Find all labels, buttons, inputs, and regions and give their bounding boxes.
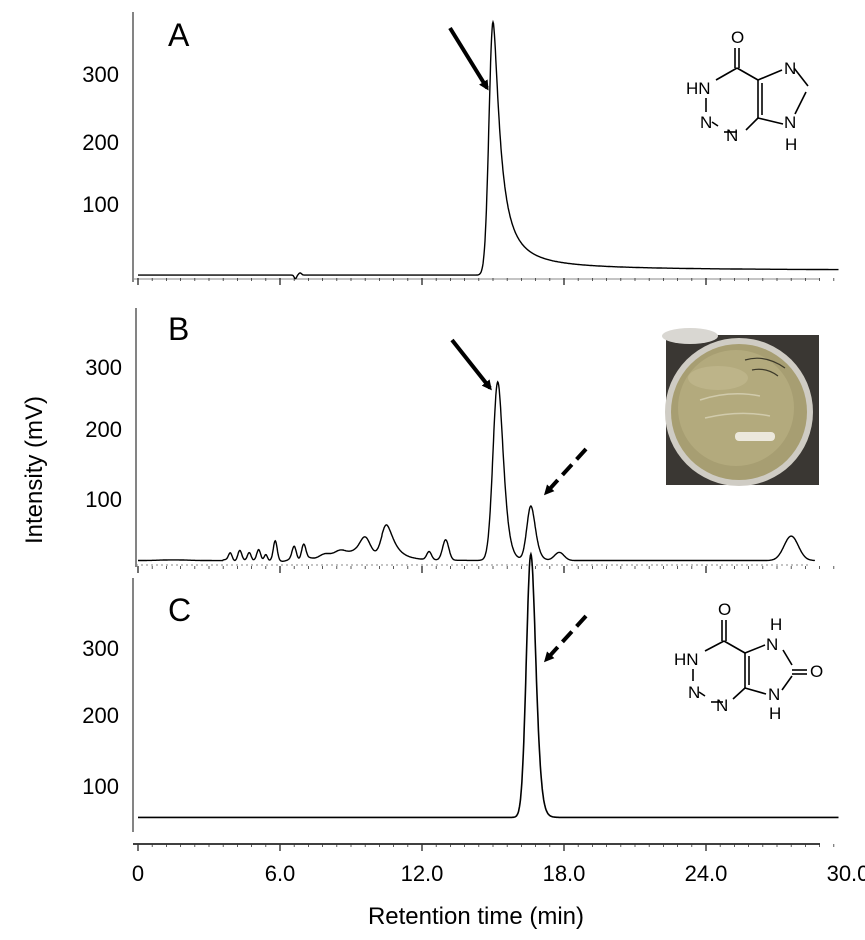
mol-a-h: H (785, 135, 797, 154)
x-tick-label: 12.0 (401, 861, 444, 886)
x-tick-label: 18.0 (543, 861, 586, 886)
mol-a-n4: N (784, 113, 796, 132)
panel-letter-b: B (168, 311, 189, 347)
panel-b-solid-arrow (450, 338, 492, 391)
x-tick-label: 30.0 (827, 861, 865, 886)
panel-c: C 100 200 300 0 6.0 12.0 18.0 24.0 30.0 (82, 551, 865, 886)
mol-c-o-top: O (718, 600, 731, 619)
panel-a-ytick-300: 300 (82, 62, 119, 87)
molecule-a-structure (705, 48, 809, 133)
panel-b-dashed-arrow (543, 447, 588, 496)
mol-a-o: O (731, 28, 744, 47)
x-tick-label: 0 (132, 861, 144, 886)
mol-c-o-right: O (810, 662, 823, 681)
mol-c-hn: HN (674, 650, 699, 669)
panel-a-trace (138, 19, 839, 280)
panel-b-trace (138, 380, 816, 562)
y-axis-title: Intensity (mV) (21, 396, 48, 544)
x-tick-label: 6.0 (265, 861, 296, 886)
panel-letter-c: C (168, 592, 191, 628)
panel-b-ytick-100: 100 (85, 487, 122, 512)
mol-c-h-bottom: H (769, 704, 781, 723)
panel-c-dashed-arrow (543, 614, 588, 663)
panel-c-ytick-300: 300 (82, 636, 119, 661)
panel-b-ytick-300: 300 (85, 355, 122, 380)
x-axis-title: Retention time (min) (368, 903, 584, 930)
panel-c-trace (138, 551, 839, 819)
mol-a-n3: N (784, 59, 796, 78)
panel-a: A 100 200 300 O HN N N N N (82, 12, 839, 285)
panel-a-solid-arrow (448, 26, 489, 91)
mol-c-n2: N (716, 696, 728, 715)
mol-a-hn: HN (686, 79, 711, 98)
panel-b: B 100 200 300 (85, 308, 835, 573)
panel-a-ytick-200: 200 (82, 130, 119, 155)
panel-b-ytick-200: 200 (85, 417, 122, 442)
mol-c-h-top: H (770, 615, 782, 634)
mol-a-n2: N (726, 126, 738, 145)
mol-c-n1: N (688, 683, 700, 702)
culture-plate-photo (662, 328, 819, 486)
panel-c-ytick-100: 100 (82, 774, 119, 799)
molecule-c-structure (692, 620, 807, 703)
mol-c-n3: N (768, 685, 780, 704)
mol-c-n-top: N (766, 635, 778, 654)
mol-a-n1: N (700, 113, 712, 132)
panel-letter-a: A (168, 17, 190, 53)
x-tick-label: 24.0 (685, 861, 728, 886)
panel-a-ytick-100: 100 (82, 192, 119, 217)
panel-c-ytick-200: 200 (82, 703, 119, 728)
